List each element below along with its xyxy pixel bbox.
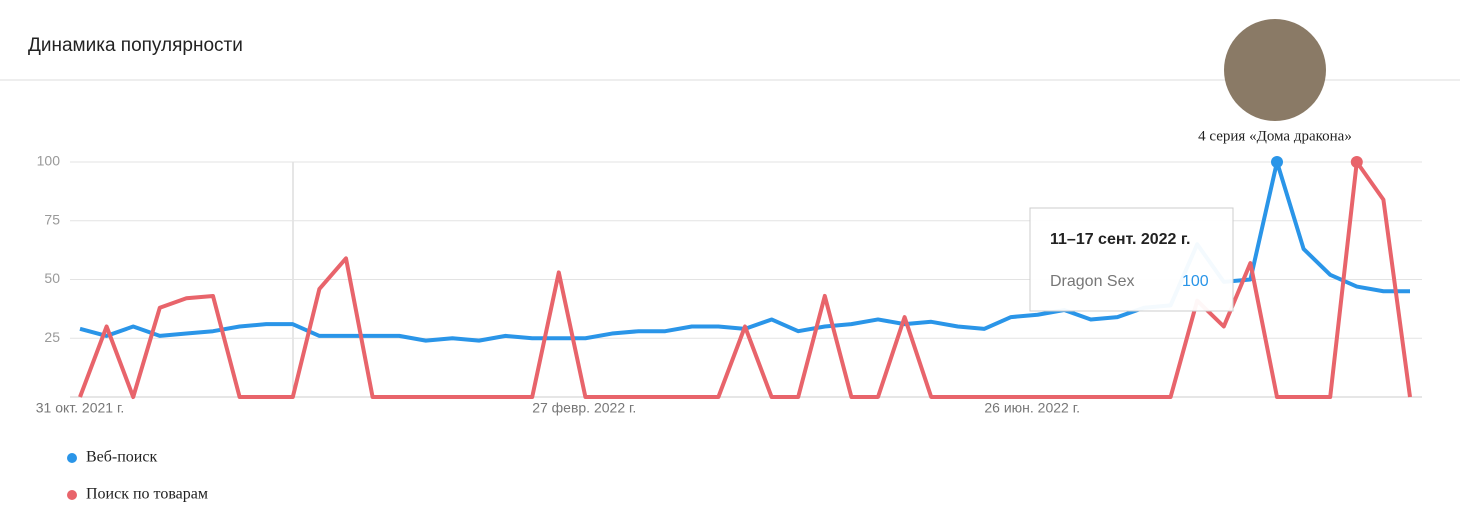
- tooltip-value: 100: [1182, 273, 1209, 290]
- legend-label: Веб-поиск: [86, 449, 157, 466]
- x-tick-label: 26 июн. 2022 г.: [984, 400, 1080, 416]
- x-tick-label: 31 окт. 2021 г.: [36, 400, 125, 416]
- y-tick-label: 50: [44, 270, 60, 286]
- tooltip-title: 11–17 сент. 2022 г.: [1050, 231, 1190, 248]
- thumbnail: [1224, 19, 1326, 121]
- peak-dot: [1271, 156, 1283, 168]
- y-tick-label: 75: [44, 211, 60, 227]
- x-tick-label: 27 февр. 2022 г.: [532, 400, 636, 416]
- peak-dot: [1350, 156, 1363, 168]
- y-tick-label: 25: [44, 329, 60, 345]
- tooltip-label: Dragon Sex: [1050, 273, 1135, 290]
- legend-dot: [67, 453, 77, 463]
- y-tick-label: 100: [37, 153, 61, 169]
- line-series: [78, 160, 1412, 399]
- annotation: 4 серия «Дома дракона»: [1198, 128, 1352, 144]
- chart-title: Динамика популярности: [28, 35, 243, 56]
- tooltip: [1029, 207, 1234, 312]
- legend-dot: [67, 490, 77, 500]
- legend-label: Поиск по товарам: [86, 486, 208, 503]
